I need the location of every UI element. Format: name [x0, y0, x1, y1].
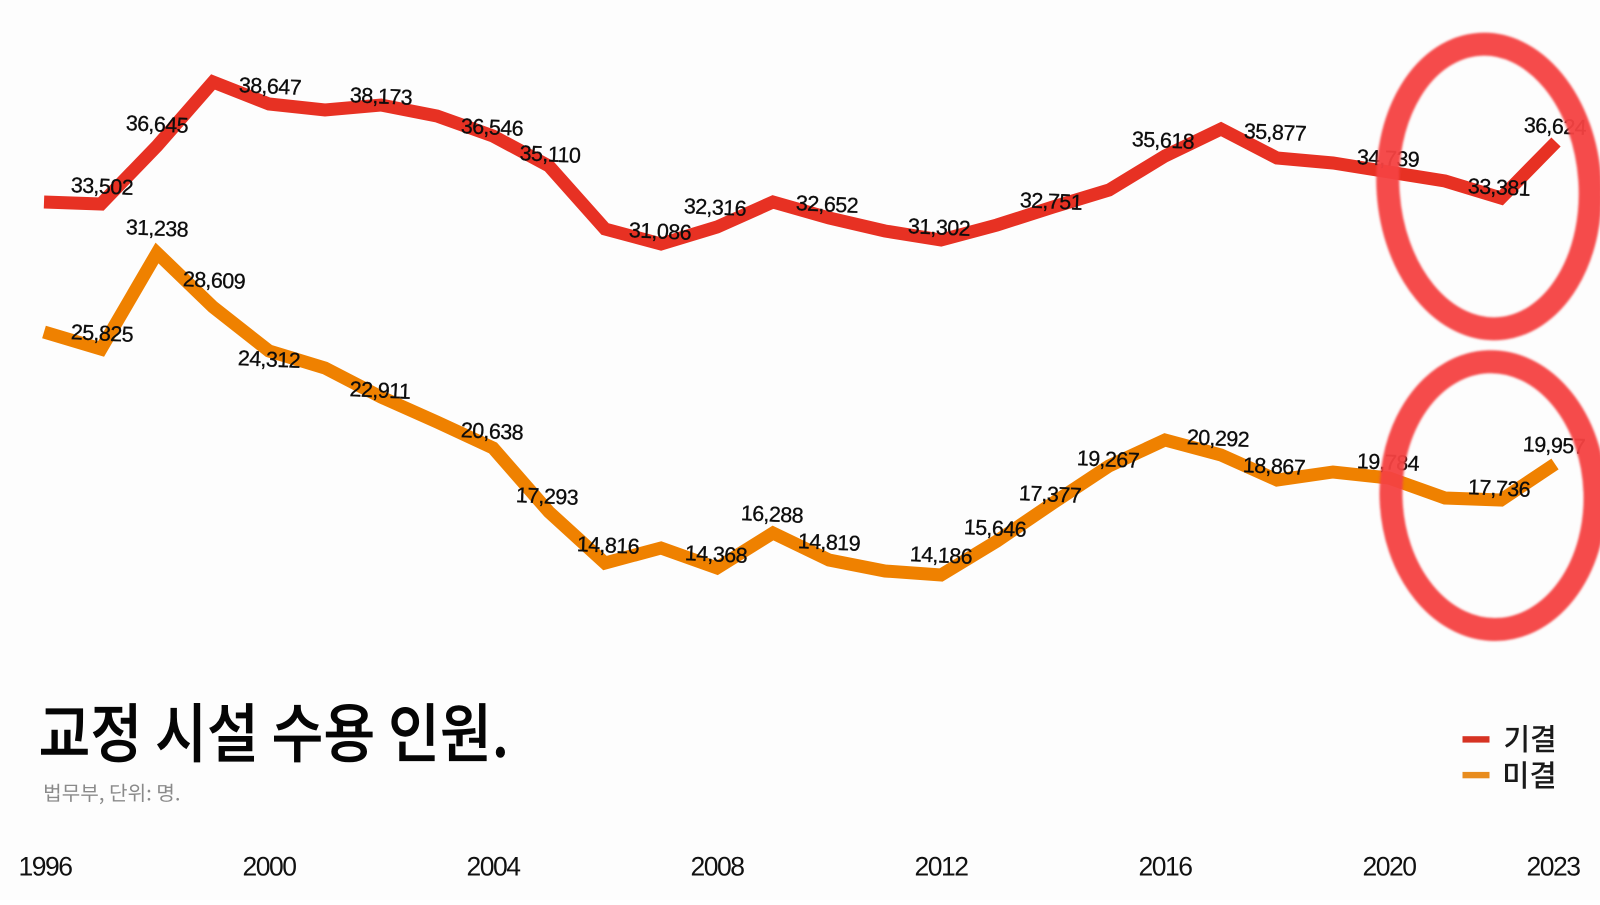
svg-text:2016: 2016 [1139, 852, 1193, 882]
svg-text:2012: 2012 [915, 852, 969, 882]
svg-text:1996: 1996 [19, 852, 73, 882]
svg-text:14,819: 14,819 [797, 529, 860, 556]
svg-text:38,173: 38,173 [349, 83, 413, 110]
svg-text:31,238: 31,238 [125, 215, 189, 242]
svg-text:20,292: 20,292 [1186, 425, 1249, 452]
svg-text:36,546: 36,546 [460, 114, 524, 141]
svg-text:38,647: 38,647 [238, 73, 301, 100]
svg-text:32,316: 32,316 [683, 194, 747, 221]
svg-text:25,825: 25,825 [70, 320, 134, 347]
svg-text:15,646: 15,646 [963, 515, 1027, 542]
svg-text:31,302: 31,302 [907, 214, 970, 241]
svg-text:19,267: 19,267 [1076, 446, 1139, 473]
svg-text:17,736: 17,736 [1467, 475, 1531, 502]
svg-text:33,381: 33,381 [1467, 174, 1530, 201]
svg-text:20,638: 20,638 [460, 418, 524, 445]
svg-text:17,293: 17,293 [515, 483, 579, 510]
svg-text:32,652: 32,652 [795, 191, 858, 218]
svg-text:31,086: 31,086 [628, 218, 692, 245]
svg-text:35,877: 35,877 [1243, 119, 1306, 146]
svg-text:2000: 2000 [243, 852, 297, 882]
svg-text:36,645: 36,645 [125, 111, 189, 138]
svg-text:35,618: 35,618 [1131, 127, 1195, 154]
svg-text:28,609: 28,609 [182, 267, 245, 294]
svg-text:33,502: 33,502 [70, 173, 133, 200]
svg-text:35,110: 35,110 [519, 141, 581, 168]
svg-text:14,186: 14,186 [909, 542, 973, 569]
svg-text:14,368: 14,368 [684, 541, 748, 568]
svg-text:2020: 2020 [1363, 852, 1417, 882]
svg-text:24,312: 24,312 [237, 346, 300, 373]
svg-text:2008: 2008 [691, 852, 745, 882]
svg-text:14,816: 14,816 [576, 532, 640, 559]
svg-text:17,377: 17,377 [1018, 481, 1081, 508]
svg-text:22,911: 22,911 [349, 377, 411, 404]
svg-text:16,288: 16,288 [740, 501, 804, 528]
svg-text:18,867: 18,867 [1242, 453, 1305, 480]
svg-text:2004: 2004 [467, 852, 521, 882]
svg-text:32,751: 32,751 [1019, 188, 1082, 215]
svg-text:2023: 2023 [1527, 852, 1581, 882]
